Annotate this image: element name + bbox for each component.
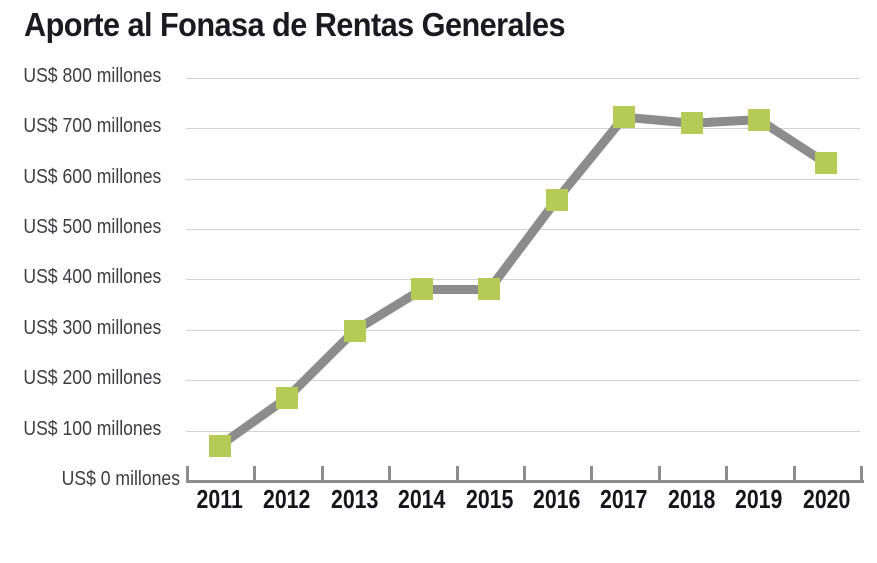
- x-axis-tick-label: 2013: [330, 484, 379, 514]
- x-axis-tick: [253, 466, 257, 481]
- data-point-marker: [410, 278, 433, 301]
- x-axis-tick-label: 2016: [532, 484, 581, 514]
- data-point-marker: [815, 152, 838, 175]
- data-point-marker: [208, 434, 231, 457]
- x-axis-tick: [657, 466, 661, 481]
- x-axis-line: [186, 480, 864, 483]
- data-point-marker: [343, 319, 366, 342]
- data-point-marker: [613, 106, 636, 129]
- gridline: [186, 279, 860, 281]
- data-point-marker: [747, 108, 770, 131]
- data-point-marker: [276, 386, 299, 409]
- x-axis-tick: [860, 466, 863, 481]
- gridline: [186, 178, 860, 180]
- gridline: [186, 229, 860, 230]
- x-axis-tick: [523, 466, 526, 481]
- x-axis-tick: [388, 466, 392, 481]
- y-axis-tick-label: US$ 700 millones: [23, 115, 162, 138]
- y-axis-tick-label: US$ 100 millones: [23, 417, 162, 440]
- y-axis-tick-label: US$ 600 millones: [23, 165, 162, 188]
- y-axis-tick-label: US$ 400 millones: [23, 266, 162, 289]
- x-axis-tick: [725, 466, 729, 481]
- x-axis-tick-label: 2020: [802, 484, 850, 514]
- y-axis-label-group: US$ 800 millones US$ 700 millones US$ 600 …: [0, 0, 180, 563]
- gridline: [186, 430, 860, 432]
- x-axis-tick: [455, 466, 459, 481]
- gridline: [186, 380, 860, 382]
- x-axis-tick: [792, 466, 796, 481]
- data-point-marker: [680, 112, 703, 135]
- x-axis-tick: [320, 466, 324, 481]
- x-axis-tick-label: 2012: [263, 484, 311, 514]
- y-axis-tick-label: US$ 800 millones: [23, 64, 162, 87]
- y-axis-tick-label: US$ 500 millones: [23, 216, 162, 238]
- y-axis-tick-label: US$ 0 millones: [61, 468, 180, 490]
- x-axis-tick-label: 2014: [398, 484, 446, 514]
- x-axis-tick: [186, 466, 189, 481]
- gridline: [186, 77, 860, 79]
- plot-area: [186, 70, 860, 482]
- data-point-marker: [545, 188, 568, 211]
- y-axis-tick-label: US$ 300 millones: [23, 316, 162, 339]
- y-axis-tick-label: US$ 200 millones: [23, 367, 162, 390]
- x-axis-tick-label: 2018: [667, 484, 716, 514]
- x-axis-tick: [590, 466, 594, 481]
- data-point-marker: [478, 278, 501, 301]
- x-axis-tick-label: 2015: [465, 484, 513, 514]
- x-axis-tick-label: 2019: [735, 484, 783, 514]
- x-axis-tick-label: 2011: [196, 484, 243, 514]
- gridline: [186, 329, 860, 331]
- x-axis-tick-label: 2017: [600, 484, 648, 514]
- page-title: Aporte al Fonasa de Rentas Generales: [24, 6, 566, 43]
